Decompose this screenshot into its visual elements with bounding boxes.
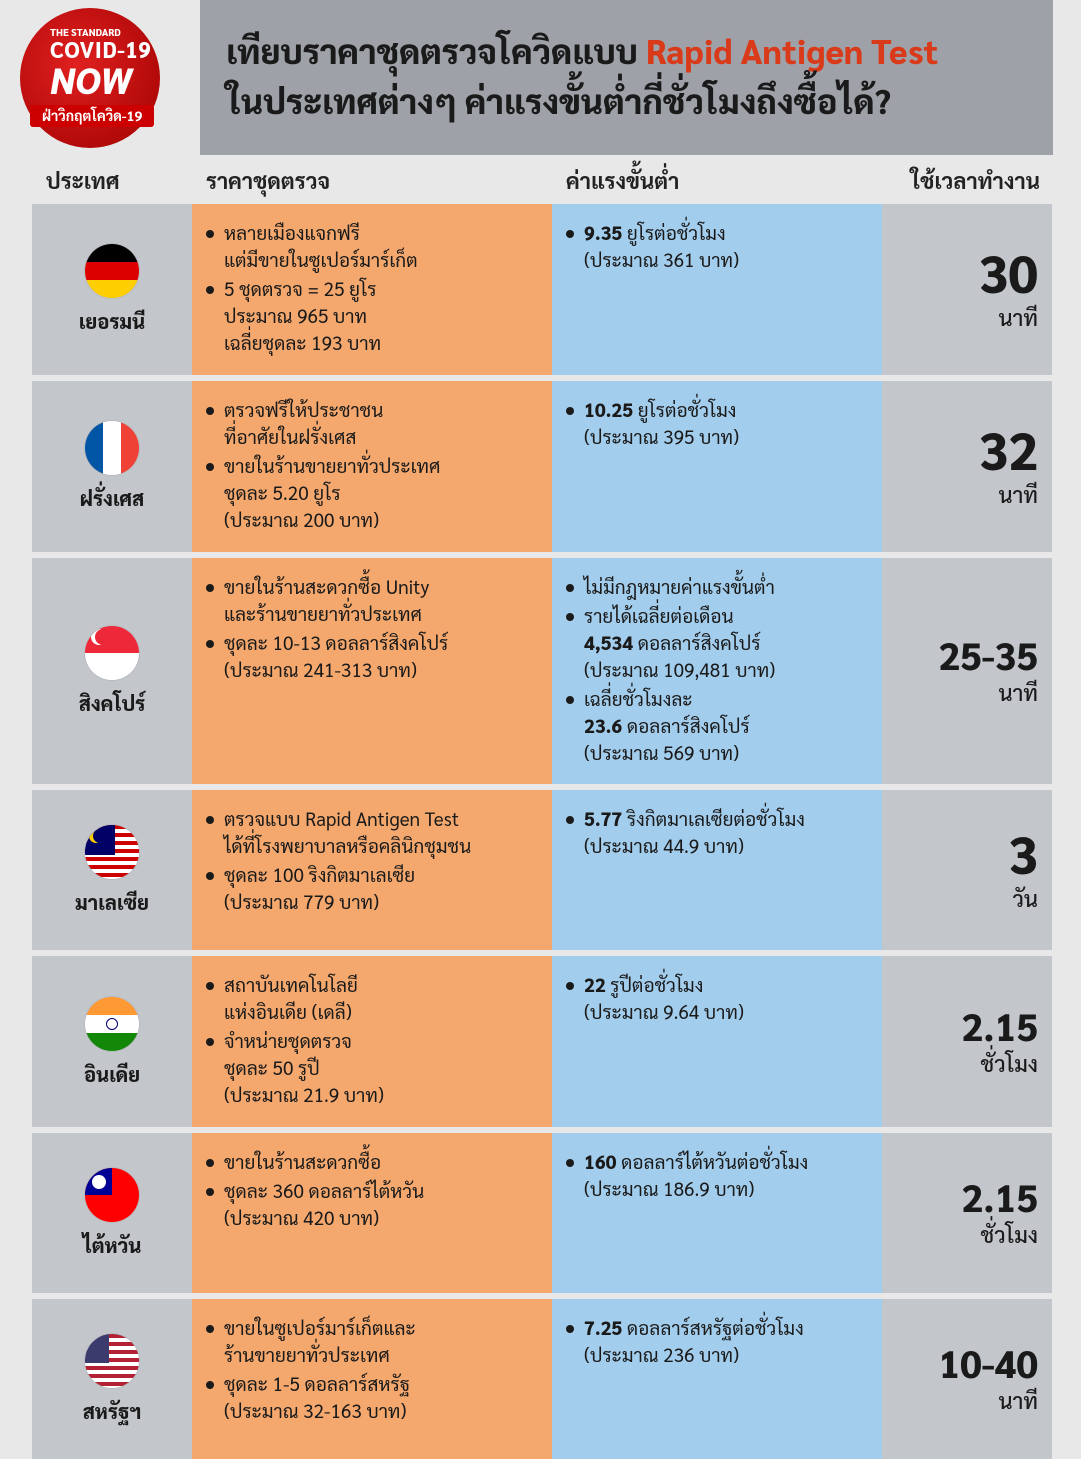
country-name: สิงคโปร์ bbox=[79, 690, 145, 716]
header: เทียบราคาชุดตรวจโควิดแบบ Rapid Antigen T… bbox=[200, 0, 1053, 155]
bullet: ตรวจฟรีให้ประชาชนที่อาศัยในฝรั่งเศส bbox=[202, 397, 534, 451]
bullet: สถาบันเทคโนโลยีแห่งอินเดีย (เดลี) bbox=[202, 972, 534, 1026]
logo-tag: ฝ่าวิกฤตโควิด-19 bbox=[30, 105, 154, 127]
time-unit: วัน bbox=[1012, 885, 1038, 913]
time-value: 32 bbox=[979, 423, 1038, 475]
table-row: ไต้หวัน ขายในร้านสะดวกซื้อชุดละ 360 ดอลล… bbox=[32, 1133, 1053, 1293]
country-name: ไต้หวัน bbox=[83, 1232, 142, 1258]
time-unit: นาที bbox=[998, 304, 1038, 332]
cell-country: สิงคโปร์ bbox=[32, 558, 192, 785]
table-row: สิงคโปร์ ขายในร้านสะดวกซื้อ Unityและร้าน… bbox=[32, 558, 1053, 785]
cell-time: 32 นาที bbox=[882, 381, 1052, 552]
table-row: มาเลเซีย ตรวจแบบ Rapid Antigen Testได้ที… bbox=[32, 790, 1053, 950]
time-value: 3 bbox=[1008, 827, 1038, 879]
bullet: ตรวจแบบ Rapid Antigen Testได้ที่โรงพยาบา… bbox=[202, 806, 534, 860]
bullet: ไม่มีกฎหมายค่าแรงขั้นต่ำ bbox=[562, 574, 864, 601]
bullet: จำหน่ายชุดตรวจชุดละ 50 รูปี(ประมาณ 21.9 … bbox=[202, 1028, 534, 1109]
country-name: อินเดีย bbox=[84, 1061, 140, 1087]
col-country: ประเทศ bbox=[32, 167, 192, 195]
time-value: 30 bbox=[979, 246, 1038, 298]
cell-wage: ไม่มีกฎหมายค่าแรงขั้นต่ำรายได้เฉลี่ยต่อเ… bbox=[552, 558, 882, 785]
cell-country: อินเดีย bbox=[32, 956, 192, 1127]
bullet: 9.35 ยูโรต่อชั่วโมง(ประมาณ 361 บาท) bbox=[562, 220, 864, 274]
time-unit: ชั่วโมง bbox=[981, 1050, 1038, 1078]
bullet: ชุดละ 1-5 ดอลลาร์สหรัฐ(ประมาณ 32-163 บาท… bbox=[202, 1371, 534, 1425]
cell-time: 2.15 ชั่วโมง bbox=[882, 956, 1052, 1127]
cell-wage: 9.35 ยูโรต่อชั่วโมง(ประมาณ 361 บาท) bbox=[552, 204, 882, 375]
time-value: 2.15 bbox=[961, 1177, 1038, 1215]
cell-time: 10-40 นาที bbox=[882, 1299, 1052, 1459]
col-time: ใช้เวลาทำงาน bbox=[882, 167, 1052, 195]
bullet: รายได้เฉลี่ยต่อเดือน4,534 ดอลลาร์สิงคโปร… bbox=[562, 603, 864, 684]
flag-icon bbox=[85, 626, 139, 680]
bullet: 7.25 ดอลลาร์สหรัฐต่อชั่วโมง(ประมาณ 236 บ… bbox=[562, 1315, 864, 1369]
flag-icon bbox=[85, 825, 139, 879]
bullet: 160 ดอลลาร์ไต้หวันต่อชั่วโมง(ประมาณ 186.… bbox=[562, 1149, 864, 1203]
time-unit: ชั่วโมง bbox=[981, 1221, 1038, 1249]
cell-country: ไต้หวัน bbox=[32, 1133, 192, 1293]
cell-price: ตรวจฟรีให้ประชาชนที่อาศัยในฝรั่งเศสขายใน… bbox=[192, 381, 552, 552]
cell-price: ขายในร้านสะดวกซื้อชุดละ 360 ดอลลาร์ไต้หว… bbox=[192, 1133, 552, 1293]
time-unit: นาที bbox=[998, 679, 1038, 707]
cell-time: 30 นาที bbox=[882, 204, 1052, 375]
flag-icon bbox=[85, 1334, 139, 1388]
bullet: ชุดละ 360 ดอลลาร์ไต้หวัน(ประมาณ 420 บาท) bbox=[202, 1178, 534, 1232]
flag-icon bbox=[85, 244, 139, 298]
bullet: ขายในซูเปอร์มาร์เก็ตและร้านขายยาทั่วประเ… bbox=[202, 1315, 534, 1369]
header-line1a: เทียบราคาชุดตรวจโควิดแบบ bbox=[226, 28, 638, 72]
header-line2: ในประเทศต่างๆ ค่าแรงขั้นต่ำกี่ชั่วโมงถึง… bbox=[226, 78, 1027, 122]
logo-now: NOW bbox=[50, 62, 151, 100]
cell-time: 2.15 ชั่วโมง bbox=[882, 1133, 1052, 1293]
time-value: 10-40 bbox=[938, 1343, 1038, 1381]
cell-country: สหรัฐฯ bbox=[32, 1299, 192, 1459]
table-row: ฝรั่งเศส ตรวจฟรีให้ประชาชนที่อาศัยในฝรั่… bbox=[32, 381, 1053, 552]
col-wage: ค่าแรงขั้นต่ำ bbox=[552, 167, 882, 195]
cell-wage: 22 รูปีต่อชั่วโมง(ประมาณ 9.64 บาท) bbox=[552, 956, 882, 1127]
bullet: ขายในร้านสะดวกซื้อ Unityและร้านขายยาทั่ว… bbox=[202, 574, 534, 628]
flag-icon bbox=[85, 1168, 139, 1222]
cell-wage: 160 ดอลลาร์ไต้หวันต่อชั่วโมง(ประมาณ 186.… bbox=[552, 1133, 882, 1293]
cell-price: สถาบันเทคโนโลยีแห่งอินเดีย (เดลี)จำหน่าย… bbox=[192, 956, 552, 1127]
cell-price: ขายในร้านสะดวกซื้อ Unityและร้านขายยาทั่ว… bbox=[192, 558, 552, 785]
cell-price: ขายในซูเปอร์มาร์เก็ตและร้านขายยาทั่วประเ… bbox=[192, 1299, 552, 1459]
bullet: หลายเมืองแจกฟรีแต่มีขายในซูเปอร์มาร์เก็ต bbox=[202, 220, 534, 274]
country-name: เยอรมนี bbox=[79, 308, 145, 334]
bullet: 5 ชุดตรวจ = 25 ยูโรประมาณ 965 บาทเฉลี่ยช… bbox=[202, 276, 534, 357]
cell-wage: 5.77 ริงกิตมาเลเซียต่อชั่วโมง(ประมาณ 44.… bbox=[552, 790, 882, 950]
cell-price: ตรวจแบบ Rapid Antigen Testได้ที่โรงพยาบา… bbox=[192, 790, 552, 950]
time-value: 2.15 bbox=[961, 1006, 1038, 1044]
cell-time: 25-35 นาที bbox=[882, 558, 1052, 785]
flag-icon bbox=[85, 421, 139, 475]
cell-country: ฝรั่งเศส bbox=[32, 381, 192, 552]
header-line1b: Rapid Antigen Test bbox=[646, 28, 938, 72]
cell-country: เยอรมนี bbox=[32, 204, 192, 375]
cell-wage: 7.25 ดอลลาร์สหรัฐต่อชั่วโมง(ประมาณ 236 บ… bbox=[552, 1299, 882, 1459]
bullet: ขายในร้านขายยาทั่วประเทศชุดละ 5.20 ยูโร(… bbox=[202, 453, 534, 534]
cell-price: หลายเมืองแจกฟรีแต่มีขายในซูเปอร์มาร์เก็ต… bbox=[192, 204, 552, 375]
time-unit: นาที bbox=[998, 1387, 1038, 1415]
logo: THE STANDARD COVID-19 NOW ฝ่าวิกฤตโควิด-… bbox=[20, 0, 190, 130]
cell-wage: 10.25 ยูโรต่อชั่วโมง(ประมาณ 395 บาท) bbox=[552, 381, 882, 552]
country-name: ฝรั่งเศส bbox=[80, 485, 144, 511]
col-price: ราคาชุดตรวจ bbox=[192, 167, 552, 195]
table-row: สหรัฐฯ ขายในซูเปอร์มาร์เก็ตและร้านขายยาท… bbox=[32, 1299, 1053, 1459]
bullet: 22 รูปีต่อชั่วโมง(ประมาณ 9.64 บาท) bbox=[562, 972, 864, 1026]
flag-icon bbox=[85, 997, 139, 1051]
bullet: 10.25 ยูโรต่อชั่วโมง(ประมาณ 395 บาท) bbox=[562, 397, 864, 451]
country-name: สหรัฐฯ bbox=[83, 1398, 141, 1424]
table-head: ประเทศ ราคาชุดตรวจ ค่าแรงขั้นต่ำ ใช้เวลา… bbox=[32, 158, 1053, 204]
time-value: 25-35 bbox=[938, 635, 1038, 673]
bullet: เฉลี่ยชั่วโมงละ23.6 ดอลลาร์สิงคโปร์(ประม… bbox=[562, 686, 864, 767]
cell-time: 3 วัน bbox=[882, 790, 1052, 950]
bullet: ชุดละ 10-13 ดอลลาร์สิงคโปร์(ประมาณ 241-3… bbox=[202, 630, 534, 684]
bullet: ชุดละ 100 ริงกิตมาเลเซีย(ประมาณ 779 บาท) bbox=[202, 862, 534, 916]
comparison-table: ประเทศ ราคาชุดตรวจ ค่าแรงขั้นต่ำ ใช้เวลา… bbox=[32, 158, 1053, 1341]
bullet: 5.77 ริงกิตมาเลเซียต่อชั่วโมง(ประมาณ 44.… bbox=[562, 806, 864, 860]
time-unit: นาที bbox=[998, 481, 1038, 509]
table-row: อินเดีย สถาบันเทคโนโลยีแห่งอินเดีย (เดลี… bbox=[32, 956, 1053, 1127]
bullet: ขายในร้านสะดวกซื้อ bbox=[202, 1149, 534, 1176]
country-name: มาเลเซีย bbox=[75, 889, 149, 915]
table-row: เยอรมนี หลายเมืองแจกฟรีแต่มีขายในซูเปอร์… bbox=[32, 204, 1053, 375]
cell-country: มาเลเซีย bbox=[32, 790, 192, 950]
